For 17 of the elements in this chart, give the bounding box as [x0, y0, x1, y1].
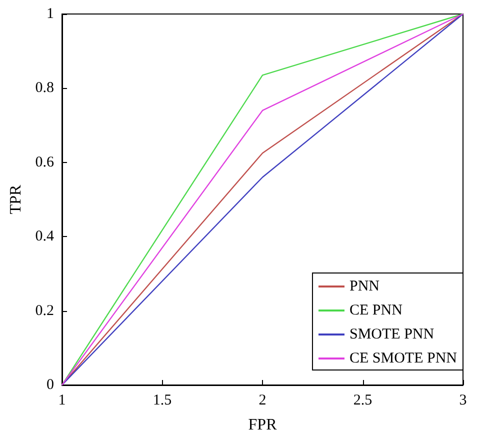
- legend-label: CE SMOTE PNN: [349, 350, 458, 366]
- x-tick-label: 3: [459, 392, 467, 408]
- legend-label: PNN: [349, 278, 380, 294]
- x-axis-title: FPR: [248, 416, 278, 434]
- y-tick-label: 0.2: [35, 302, 54, 319]
- x-tick-label: 1: [58, 392, 66, 408]
- x-tick-label: 1.5: [152, 392, 172, 408]
- x-tick-label: 2: [258, 392, 266, 408]
- legend-label: SMOTE PNN: [349, 326, 434, 342]
- y-tick-label: 0: [46, 377, 54, 393]
- y-axis-title: TPR: [8, 184, 24, 214]
- y-tick-label: 0.4: [35, 228, 54, 245]
- x-tick-label: 2.5: [353, 392, 372, 408]
- y-tick-label: 1: [46, 6, 54, 22]
- y-tick-label: 0.6: [35, 154, 54, 170]
- legend-label: CE PNN: [349, 302, 403, 318]
- y-tick-label: 0.8: [35, 80, 54, 96]
